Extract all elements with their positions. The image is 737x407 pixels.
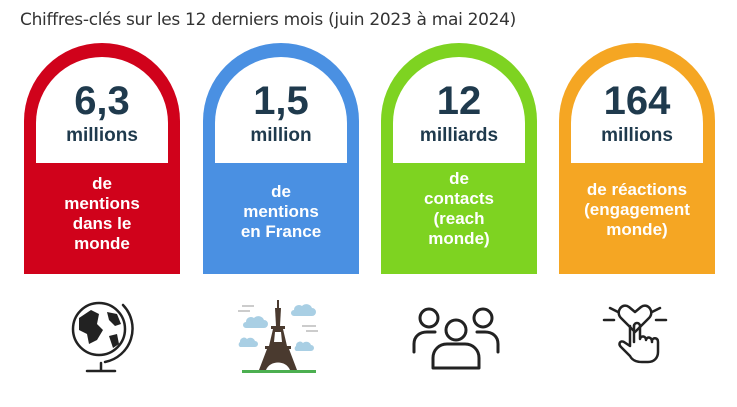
card-shape (381, 43, 537, 274)
desc-line: en France (240, 222, 322, 241)
desc-line: mentions (243, 202, 319, 221)
globe-icon (71, 301, 134, 373)
desc-line: monde) (428, 229, 490, 248)
stat-number: 164 (603, 79, 671, 123)
stat-description: de mentions en France (211, 182, 351, 242)
stat-number: 1,5 (253, 79, 309, 123)
card-shape (24, 43, 180, 274)
stat-description: de réactions (engagement monde) (567, 180, 707, 240)
stat-description: de contacts (reach monde) (389, 169, 529, 249)
card-shape (559, 43, 715, 274)
stat-card-mentions-france: 1,5 million de mentions en France (203, 43, 359, 274)
desc-line: mentions (64, 194, 140, 213)
stat-unit: million (250, 125, 312, 146)
stat-unit: milliards (419, 125, 499, 146)
desc-line: de (271, 182, 291, 201)
desc-line: monde) (606, 220, 668, 239)
stat-card-contacts: 12 milliards de contacts (reach monde) (381, 43, 537, 274)
eiffel-tower-icon (238, 300, 318, 373)
page-title: Chiffres-clés sur les 12 derniers mois (… (20, 10, 517, 30)
desc-line: (engagement (584, 200, 690, 219)
people-group-icon (412, 307, 500, 370)
desc-line: contacts (424, 189, 494, 208)
desc-line: (reach (433, 209, 485, 228)
stat-number: 6,3 (74, 79, 130, 123)
stat-number: 12 (436, 79, 482, 123)
desc-line: de (449, 169, 469, 188)
desc-line: dans le (72, 214, 132, 233)
stat-card-mentions-world: 6,3 millions de mentions dans le monde (24, 43, 180, 274)
desc-line: de réactions (586, 180, 688, 199)
stat-card-reactions: 164 millions de réactions (engagement mo… (559, 43, 715, 274)
stat-unit: millions (66, 125, 138, 146)
card-shape (203, 43, 359, 274)
stat-description: de mentions dans le monde (32, 174, 172, 254)
heart-tap-icon (602, 304, 668, 364)
desc-line: monde (74, 234, 130, 253)
desc-line: de (92, 174, 112, 193)
stat-unit: millions (601, 125, 673, 146)
